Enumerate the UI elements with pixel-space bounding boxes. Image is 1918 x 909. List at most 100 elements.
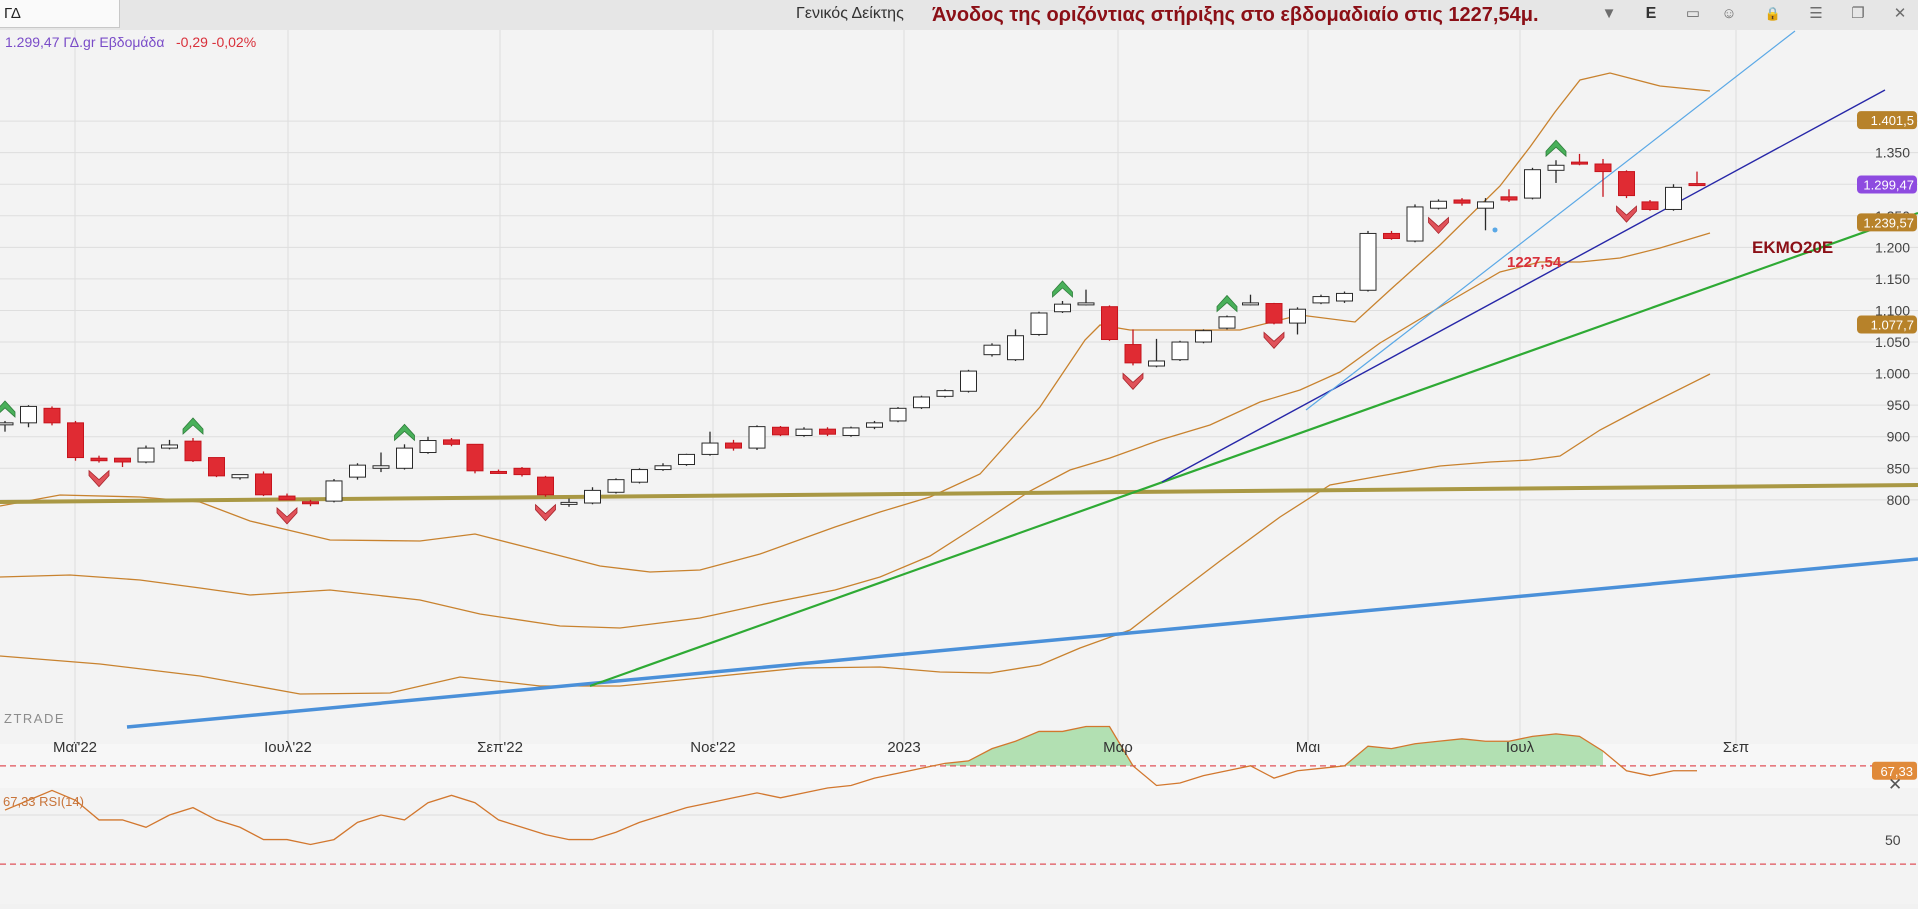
- panel-button[interactable]: ▭: [1685, 5, 1701, 22]
- rsi-tick-50: 50: [1885, 832, 1901, 848]
- close-button[interactable]: ✕: [1893, 5, 1907, 22]
- annotation-point: [1492, 227, 1498, 233]
- candle-bullish: [1030, 312, 1048, 335]
- candle-bullish: [1406, 206, 1424, 242]
- candle-bullish: [1242, 302, 1259, 306]
- green-trend-line: [589, 211, 1918, 688]
- x-tick-label: 2023: [887, 739, 920, 756]
- series-label: ΕΚΜΟ20Ε: [1752, 238, 1833, 257]
- y-tick-label: 900: [1887, 429, 1911, 445]
- symbol-input[interactable]: ΓΔ: [0, 0, 120, 28]
- exchange-button[interactable]: E: [1645, 5, 1657, 22]
- candle-bullish: [1289, 308, 1306, 324]
- candle-bearish: [1688, 183, 1706, 187]
- bollinger-lower: [0, 373, 1711, 695]
- price-tag-label: 1.239,57: [1863, 215, 1914, 230]
- candle-bearish: [772, 426, 789, 436]
- candle-bullish: [1077, 302, 1095, 306]
- candle-bullish: [842, 427, 860, 436]
- rsi-value-label: 67,33: [1880, 764, 1913, 779]
- candles: [0, 153, 1706, 507]
- candle-bearish: [1618, 171, 1635, 197]
- candle-bullish: [560, 501, 578, 505]
- price-tag: [1857, 175, 1917, 194]
- candle-bullish: [748, 426, 766, 449]
- rsi-pane-background: [0, 788, 1918, 904]
- rsi-value-tag: [1872, 761, 1917, 780]
- candle-bearish: [302, 501, 319, 505]
- candle-bearish: [513, 467, 531, 476]
- bollinger-bands: [0, 72, 1711, 695]
- candle-bullish: [654, 465, 672, 471]
- candle-bullish: [1547, 164, 1565, 171]
- chart-title: Άνοδος της οριζόντιας στήριξης στο εβδομ…: [932, 4, 1539, 26]
- main-plot-background: [0, 30, 1918, 744]
- candle-bullish: [1007, 335, 1024, 361]
- y-tick-label: 1.100: [1875, 302, 1910, 318]
- candle-bearish: [537, 476, 554, 496]
- buy-signal-icon: [394, 423, 415, 442]
- rsi-overbought-area: [945, 726, 1133, 766]
- candle-bullish: [960, 370, 977, 392]
- window-button[interactable]: ❐: [1851, 5, 1865, 22]
- sell-signal-icon: [1263, 331, 1285, 349]
- sell-signal-icon: [1616, 205, 1637, 223]
- candle-bullish: [1148, 360, 1165, 367]
- candle-bearish: [1571, 161, 1588, 165]
- buy-signal-icon: [1545, 139, 1567, 158]
- candle-bearish: [67, 422, 84, 459]
- candle-bearish: [819, 428, 836, 435]
- bollinger-middle: [0, 232, 1711, 629]
- rsi-pane: 67,33: [0, 725, 1918, 865]
- candle-bullish: [866, 422, 883, 428]
- dropdown-button[interactable]: ▼: [1601, 5, 1617, 22]
- candle-bullish: [419, 440, 437, 454]
- candle-bullish: [349, 464, 366, 478]
- candle-bullish: [936, 390, 954, 397]
- price-tag-label: 1.299,47: [1863, 178, 1914, 193]
- price-tag: [1857, 111, 1917, 130]
- price-tag: [1857, 315, 1917, 334]
- y-tick-label: 1.150: [1875, 271, 1910, 287]
- rsi-close-icon[interactable]: ✕: [1888, 775, 1902, 794]
- candle-bullish: [795, 428, 813, 436]
- sell-signal-icon: [88, 469, 110, 488]
- x-tick-label: Μαι: [1296, 739, 1321, 756]
- watermark: ZTRADE: [4, 711, 65, 726]
- chart-svg[interactable]: 67,33 800 850 900 950 1.000 1.050 1.100 1.150 1.…: [0, 30, 1918, 904]
- candle-bearish: [43, 407, 61, 424]
- sell-signal-icon: [1428, 216, 1449, 235]
- bollinger-upper: [0, 72, 1711, 573]
- sell-signal-icon: [535, 503, 556, 522]
- candle-bullish: [1171, 341, 1189, 361]
- candle-bullish: [678, 453, 695, 466]
- candle-bullish: [983, 344, 1001, 356]
- lock-button[interactable]: 🔒: [1764, 6, 1782, 21]
- candle-bullish: [1477, 201, 1494, 209]
- candle-bullish: [0, 422, 14, 426]
- grid: [0, 30, 1918, 744]
- candle-bullish: [1430, 200, 1447, 209]
- y-tick-label: 1.000: [1875, 366, 1910, 382]
- candle-bullish: [1336, 292, 1353, 302]
- top-toolbar: ΓΔ Γενικός Δείκτης Άνοδος της οριζόντιας…: [0, 0, 1918, 31]
- y-tick-label: 850: [1887, 460, 1911, 476]
- buy-signal-icon: [182, 417, 204, 435]
- x-tick-label: Μαϊ'22: [53, 739, 97, 756]
- candle-bullish: [231, 474, 249, 479]
- x-tick-label: Σεπ: [1723, 739, 1749, 756]
- y-tick-label: 950: [1887, 397, 1911, 413]
- chart-area[interactable]: 67,33 800 850 900 950 1.000 1.050 1.100 1.150 1.…: [0, 30, 1918, 904]
- x-tick-label: Ιουλ: [1506, 739, 1535, 756]
- light-blue-trend-line: [1305, 30, 1796, 411]
- candle-bullish: [161, 444, 178, 449]
- long-term-trend-line: [126, 557, 1918, 729]
- menu-button[interactable]: ☰: [1809, 5, 1823, 22]
- comment-button[interactable]: ☺: [1721, 5, 1737, 22]
- candle-bullish: [20, 405, 37, 424]
- rsi-line: [4, 725, 1697, 846]
- candle-bearish: [1101, 306, 1118, 341]
- annotation-label: 1227,54: [1507, 254, 1562, 271]
- candle-bullish: [889, 407, 907, 422]
- candle-bullish: [1312, 296, 1330, 304]
